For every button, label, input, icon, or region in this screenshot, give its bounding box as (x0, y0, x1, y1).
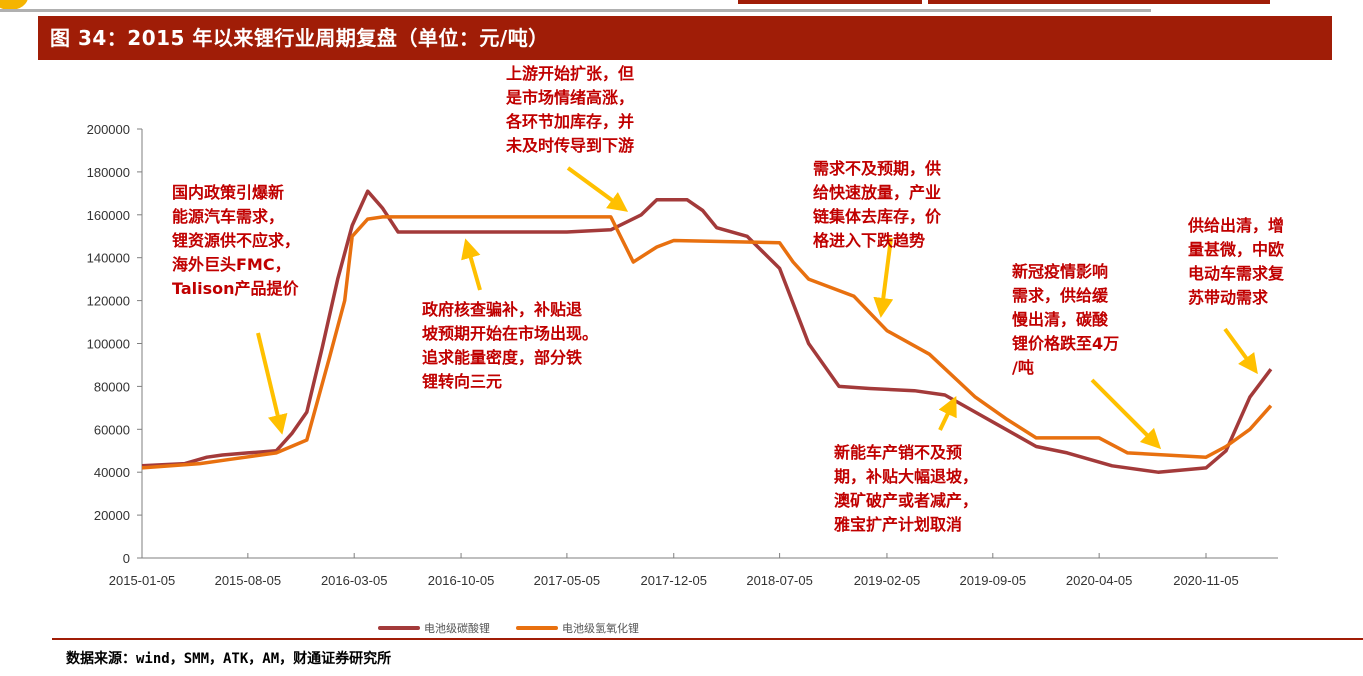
data-source: 数据来源：wind，SMM，ATK，AM，财通证券研究所 (66, 651, 392, 667)
legend-label: 电池级碳酸锂 (424, 622, 490, 635)
arrow-icon (1223, 327, 1258, 375)
header-tab-bar-right (928, 0, 1270, 4)
annotation-nev-sales: 新能车产销不及预 期，补贴大幅退坡， 澳矿破产或者减产， 雅宝扩产计划取消 (834, 443, 979, 534)
figure-title: 图 34：2015 年以来锂行业周期复盘（单位：元/吨） (38, 16, 1332, 60)
y-tick-label: 80000 (94, 379, 130, 394)
x-tick-label: 2018-07-05 (746, 573, 813, 588)
arrow-icon (938, 395, 957, 431)
y-tick-label: 140000 (87, 251, 130, 266)
footer-divider (52, 638, 1363, 640)
y-tick-label: 100000 (87, 337, 130, 352)
brand-logo-icon (0, 0, 28, 10)
x-tick-label: 2016-03-05 (321, 573, 388, 588)
x-tick-label: 2015-01-05 (109, 573, 176, 588)
series-line-carbonate (141, 189, 1273, 474)
y-tick-label: 180000 (87, 165, 130, 180)
header-divider (0, 9, 1151, 12)
legend-item-carbonate: 电池级碳酸锂 (378, 620, 490, 636)
y-tick-label: 40000 (94, 465, 130, 480)
y-tick-label: 60000 (94, 422, 130, 437)
annotation-recovery: 供给出清，增 量甚微，中欧 电动车需求复 苏带动需求 (1188, 216, 1285, 307)
arrow-icon (566, 166, 629, 212)
legend-swatch-hydroxide (516, 626, 558, 630)
series-line-hydroxide (141, 215, 1273, 470)
annotation-policy-boom: 国内政策引爆新 能源汽车需求， 锂资源供不应求， 海外巨头FMC， Taliso… (172, 183, 301, 298)
x-axis: 2015-01-05 2015-08-05 2016-03-05 2016-10-05… (109, 553, 1278, 588)
y-tick-label: 160000 (87, 208, 130, 223)
y-tick-label: 120000 (87, 294, 130, 309)
x-tick-label: 2017-05-05 (534, 573, 601, 588)
legend-swatch-carbonate (378, 626, 420, 630)
arrow-icon (256, 332, 288, 435)
x-tick-label: 2019-02-05 (854, 573, 921, 588)
annotation-covid: 新冠疫情影响 需求，供给缓 慢出清，碳酸 锂价格跌至4万 /吨 (1012, 262, 1120, 377)
arrow-icon (1090, 378, 1162, 450)
x-tick-label: 2016-10-05 (428, 573, 495, 588)
annotation-demand-shortfall: 需求不及预期，供 给快速放量，产业 链集体去库存，价 格进入下跌趋势 (813, 159, 942, 250)
legend-label: 电池级氢氧化锂 (562, 622, 639, 635)
annotation-subsidy-check: 政府核查骗补，补贴退 坡预期开始在市场出现。 追求能量密度，部分铁 锂转向三元 (422, 300, 599, 391)
x-tick-label: 2020-04-05 (1066, 573, 1133, 588)
y-tick-label: 0 (123, 551, 130, 566)
legend-item-hydroxide: 电池级氢氧化锂 (516, 620, 639, 636)
header-tab-bar-left (738, 0, 922, 4)
x-tick-label: 2017-12-05 (641, 573, 708, 588)
y-axis: 0 20000 40000 60000 80000 100000 120000 140000 1… (87, 122, 143, 566)
annotation-arrows (256, 166, 1258, 450)
y-tick-label: 20000 (94, 508, 130, 523)
chart-legend: 电池级碳酸锂 电池级氢氧化锂 (378, 620, 665, 636)
x-tick-label: 2015-08-05 (215, 573, 282, 588)
y-tick-label: 200000 (87, 122, 130, 137)
arrow-icon (461, 238, 482, 291)
arrow-icon (873, 237, 894, 318)
x-tick-label: 2019-09-05 (960, 573, 1027, 588)
x-tick-label: 2020-11-05 (1173, 573, 1239, 588)
annotation-upstream-expansion: 上游开始扩张，但 是市场情绪高涨， 各环节加库存，并 未及时传导到下游 (506, 64, 635, 155)
